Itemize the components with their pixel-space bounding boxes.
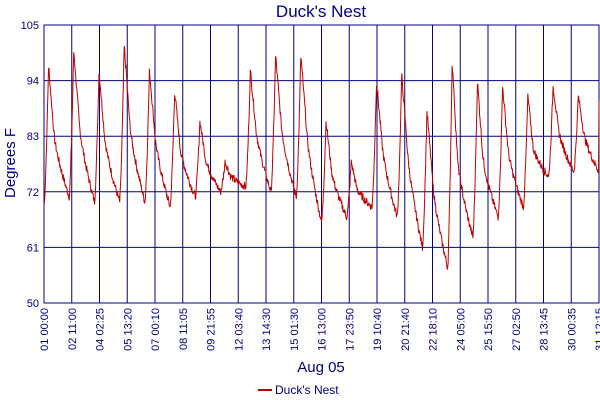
- y-axis-ticks: 50 61 72 83 94 105: [21, 20, 39, 310]
- y-tick-label: 105: [21, 20, 39, 32]
- y-tick-label: 94: [27, 76, 39, 88]
- series-line-ducks-nest: [43, 45, 600, 271]
- x-tick-label: 01 00:00: [39, 308, 51, 351]
- x-tick-label: 07 00:10: [150, 308, 162, 351]
- y-tick-label: 83: [27, 131, 39, 143]
- grid: [44, 25, 599, 303]
- y-tick-label: 72: [27, 187, 39, 199]
- x-tick-label: 27 02:50: [511, 308, 523, 351]
- x-tick-label: 31 12:15: [594, 308, 600, 351]
- x-tick-label: 02 11:00: [67, 308, 79, 350]
- x-axis-label: Aug 05: [297, 359, 345, 376]
- x-axis-ticks: 01 00:00 02 11:00 04 02:25 05 13:20 07 00:10…: [39, 308, 600, 351]
- x-tick-label: 28 13:45: [539, 308, 551, 351]
- y-tick-label: 50: [27, 298, 39, 310]
- x-tick-label: 22 18:10: [428, 308, 440, 351]
- legend: Duck's Nest: [258, 383, 339, 397]
- x-tick-label: 25 15:50: [483, 308, 495, 351]
- x-tick-label: 17 23:50: [344, 308, 356, 351]
- legend-label: Duck's Nest: [275, 383, 339, 397]
- x-tick-label: 08 11:05: [178, 308, 190, 350]
- x-tick-label: 12 03:40: [233, 308, 245, 351]
- chart-title: Duck's Nest: [276, 2, 366, 21]
- x-tick-label: 15 01:30: [289, 308, 301, 351]
- x-tick-label: 09 21:55: [206, 308, 218, 351]
- y-axis-label: Degrees F: [2, 128, 19, 198]
- x-tick-label: 05 13:20: [122, 308, 134, 351]
- x-tick-label: 30 00:35: [566, 308, 578, 351]
- y-tick-label: 61: [27, 242, 39, 254]
- x-tick-label: 20 21:40: [400, 308, 412, 351]
- x-tick-label: 04 02:25: [95, 308, 107, 351]
- x-tick-label: 16 13:00: [317, 308, 329, 351]
- x-tick-label: 19 10:40: [372, 308, 384, 351]
- x-tick-label: 24 05:00: [455, 308, 467, 351]
- x-tick-label: 13 14:30: [261, 308, 273, 351]
